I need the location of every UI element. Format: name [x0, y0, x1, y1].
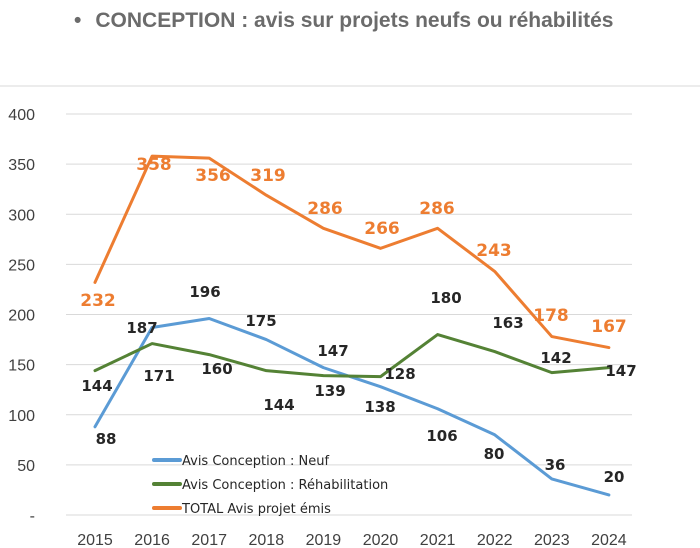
data-label: 160	[201, 360, 232, 378]
x-tick-label: 2016	[134, 532, 170, 548]
legend-label: Avis Conception : Neuf	[182, 454, 330, 469]
data-label: 106	[426, 427, 457, 445]
data-label: 358	[136, 155, 172, 175]
y-tick-label: 250	[8, 257, 35, 274]
data-label: 187	[126, 319, 157, 337]
title-text: CONCEPTION : avis sur projets neufs ou r…	[95, 9, 614, 32]
x-tick-label: 2023	[534, 532, 570, 548]
data-label: 139	[314, 382, 345, 400]
legend-label: TOTAL Avis projet émis	[181, 502, 331, 517]
x-tick-label: 2021	[420, 532, 456, 548]
x-tick-label: 2018	[249, 532, 285, 548]
data-label: 20	[604, 468, 625, 486]
data-label: 138	[364, 398, 395, 416]
data-label: 147	[317, 342, 348, 360]
bullet: •	[74, 9, 82, 32]
y-tick-label: 300	[8, 207, 35, 224]
y-tick-label: 150	[8, 358, 35, 375]
data-label: 88	[96, 430, 117, 448]
data-label: 243	[476, 241, 512, 261]
y-tick-label: 400	[8, 107, 35, 124]
slide-title: • CONCEPTION : avis sur projets neufs ou …	[74, 9, 613, 33]
y-tick-label: 200	[8, 308, 35, 325]
data-label: 232	[80, 291, 116, 311]
legend-label: Avis Conception : Réhabilitation	[182, 478, 388, 493]
data-label: 147	[605, 362, 636, 380]
x-tick-label: 2024	[591, 532, 627, 548]
data-label: 286	[419, 199, 455, 219]
data-label: 196	[189, 283, 220, 301]
series-line	[93, 154, 611, 350]
data-label: 144	[263, 396, 294, 414]
series-line	[93, 333, 611, 379]
data-label: 171	[143, 367, 174, 385]
data-label: 286	[307, 199, 343, 219]
y-tick-label: 100	[8, 408, 35, 425]
x-tick-label: 2017	[191, 532, 227, 548]
data-label: 319	[250, 166, 286, 186]
data-label: 36	[545, 456, 566, 474]
x-tick-label: 2015	[77, 532, 113, 548]
data-label: 180	[430, 289, 461, 307]
data-label: 178	[533, 306, 569, 326]
x-tick-label: 2022	[477, 532, 513, 548]
y-tick-label: 350	[8, 157, 35, 174]
data-label: 128	[384, 365, 415, 383]
data-label: 175	[245, 312, 276, 330]
data-label: 163	[492, 314, 523, 332]
y-tick-label: -	[30, 508, 35, 525]
data-label: 142	[540, 349, 571, 367]
series-line	[93, 317, 611, 497]
data-label: 266	[364, 219, 400, 239]
x-tick-label: 2019	[306, 532, 342, 548]
x-tick-label: 2020	[363, 532, 399, 548]
data-label: 144	[81, 377, 112, 395]
data-label: 356	[195, 166, 231, 186]
y-tick-label: 50	[17, 458, 35, 475]
data-label: 167	[591, 317, 627, 337]
data-label: 80	[484, 445, 505, 463]
